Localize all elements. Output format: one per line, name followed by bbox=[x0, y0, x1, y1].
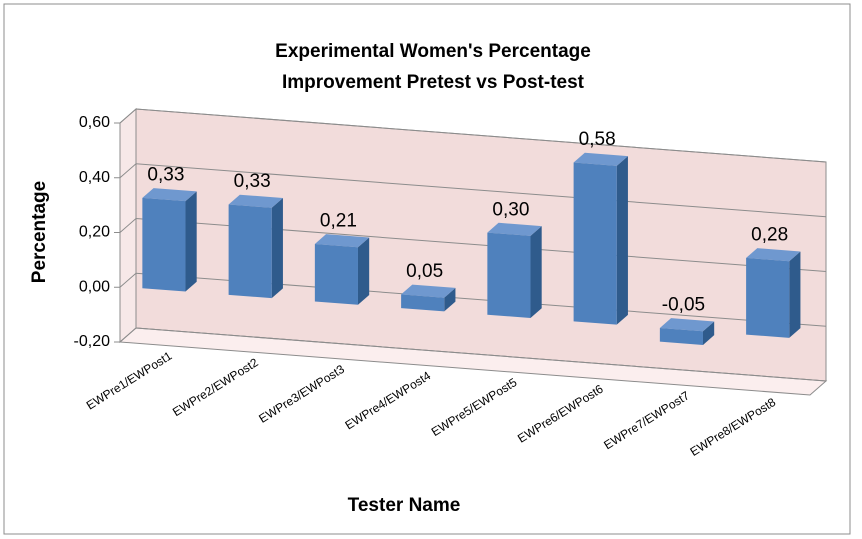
bar bbox=[401, 284, 456, 312]
y-tick-label: 0,00 bbox=[79, 278, 110, 295]
bar-side bbox=[444, 287, 456, 312]
bar bbox=[659, 318, 715, 345]
bar-side bbox=[271, 198, 283, 299]
chart-subtitle: Improvement Pretest vs Post-test bbox=[282, 72, 585, 93]
bar-side bbox=[702, 321, 715, 345]
bar-side bbox=[357, 237, 370, 305]
x-axis-title: Tester Name bbox=[348, 495, 461, 516]
bar-front bbox=[401, 294, 445, 312]
bar bbox=[228, 194, 283, 299]
bar-side bbox=[530, 226, 542, 319]
bar bbox=[142, 188, 197, 292]
bar-top bbox=[401, 284, 456, 298]
data-label: 0,05 bbox=[406, 261, 443, 282]
grid-line bbox=[119, 108, 827, 163]
bar-front bbox=[659, 327, 703, 345]
data-label: 0,33 bbox=[147, 165, 184, 186]
y-tick-label: -0,20 bbox=[74, 333, 111, 350]
bar bbox=[487, 222, 542, 319]
bar-top bbox=[659, 318, 715, 332]
bar-front bbox=[228, 204, 272, 299]
bar-top bbox=[746, 248, 801, 262]
bar bbox=[314, 234, 370, 305]
bar-front bbox=[746, 257, 790, 338]
data-label: 0,30 bbox=[492, 199, 529, 220]
data-label: 0,21 bbox=[320, 211, 357, 232]
bar-top bbox=[487, 222, 542, 236]
bar-front bbox=[573, 162, 617, 325]
bar-side bbox=[616, 156, 628, 325]
y-tick-label: 0,20 bbox=[79, 224, 110, 241]
y-axis-title: Percentage bbox=[29, 181, 50, 283]
bar-top bbox=[228, 194, 283, 208]
bar-top bbox=[314, 234, 370, 248]
bar-front bbox=[314, 243, 358, 305]
bar bbox=[573, 152, 628, 325]
bar-top bbox=[142, 188, 197, 202]
data-label: 0,58 bbox=[579, 129, 616, 150]
bar-front bbox=[142, 197, 186, 292]
chart-title: Experimental Women's Percentage bbox=[275, 41, 591, 62]
data-label: 0,33 bbox=[234, 171, 271, 192]
bar-top bbox=[573, 152, 628, 166]
data-label: 0,28 bbox=[751, 225, 788, 246]
grid-line bbox=[119, 327, 827, 382]
bar-side bbox=[185, 191, 197, 292]
y-tick-label: 0,60 bbox=[79, 114, 110, 131]
y-tick-label: 0,40 bbox=[79, 169, 110, 186]
bar-front bbox=[487, 232, 531, 319]
data-label: -0,05 bbox=[662, 295, 705, 316]
bar-side bbox=[789, 251, 801, 338]
bar bbox=[746, 248, 801, 338]
